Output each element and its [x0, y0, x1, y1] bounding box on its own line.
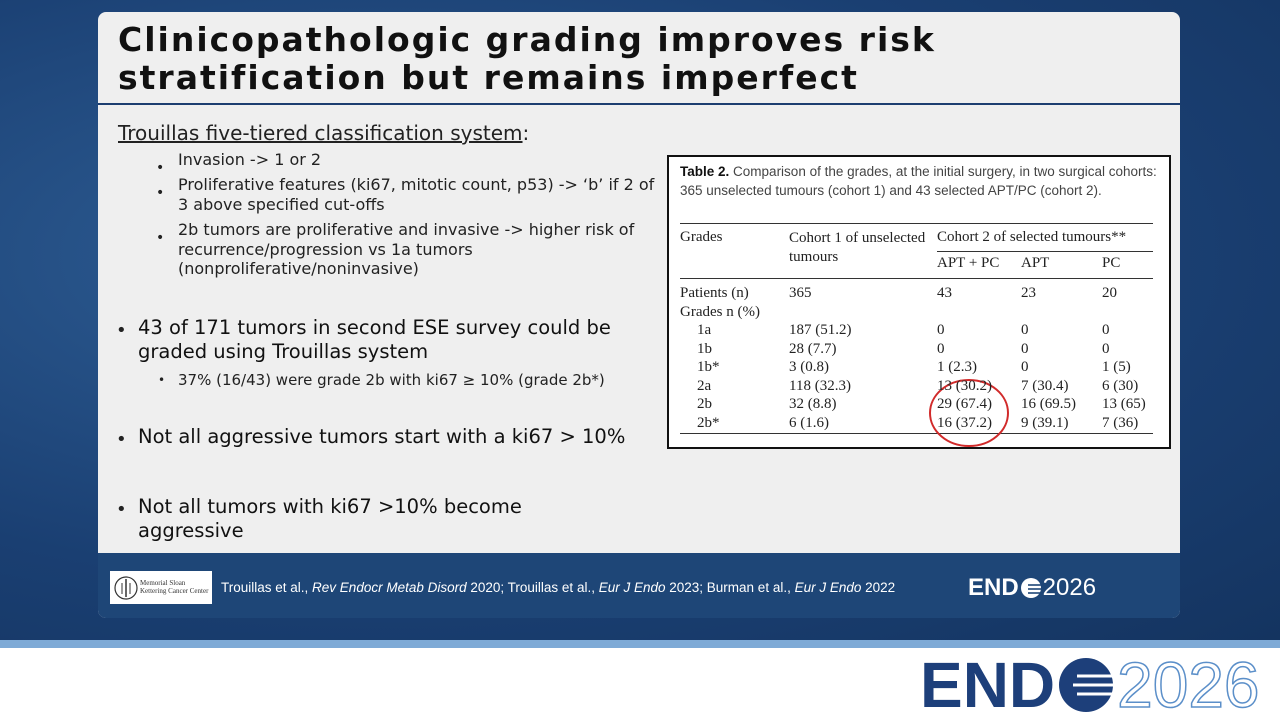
table-cell: 28 (7.7)	[789, 340, 837, 357]
bullet-dot: •	[158, 373, 166, 387]
highlight-circle	[929, 379, 1009, 447]
main-bullet: Not all aggressive tumors start with a k…	[138, 425, 626, 448]
table-cell: 3 (0.8)	[789, 359, 829, 375]
column-header: Grades	[680, 229, 723, 245]
table-cell: 9 (39.1)	[1021, 414, 1069, 431]
main-bullet: 43 of 171 tumors in second ESE survey co…	[138, 316, 611, 363]
table-cell: 365	[789, 285, 812, 301]
table-cell: 187 (51.2)	[789, 322, 852, 338]
table-cell: 0	[1021, 359, 1029, 375]
table-cell: 7 (30.4)	[1021, 377, 1069, 394]
table-cell: 20	[1102, 285, 1117, 301]
table-cell: 6 (1.6)	[789, 414, 829, 431]
bullet-dot: •	[116, 499, 127, 520]
table-caption: Table 2. Comparison of the grades, at th…	[680, 162, 1160, 200]
column-header: Cohort 1 of unselected tumours	[789, 230, 926, 265]
logo-mark	[114, 576, 138, 600]
bullet-dot: •	[116, 429, 127, 450]
table-cell: 16 (37.2)	[937, 414, 992, 431]
institution-logo: Memorial Sloan Kettering Cancer Center	[110, 571, 212, 604]
logo-o	[1059, 658, 1116, 712]
table-cell: 0	[1102, 322, 1110, 338]
sub-bullet: Invasion -> 1 or 2	[178, 150, 322, 169]
citation-part: 2022	[861, 580, 896, 595]
citation-part: Eur J Endo	[794, 580, 862, 595]
rule	[680, 223, 1153, 224]
bullet-dot: •	[156, 185, 165, 201]
citation-part: Eur J Endo	[598, 580, 666, 595]
table-cell: 29 (67.4)	[937, 396, 992, 412]
bullet-dot: •	[116, 320, 127, 341]
table-cell: 13 (65)	[1102, 396, 1146, 412]
citation-part: 2020; Trouillas et al.,	[466, 580, 599, 595]
event-logo-large: END 2026	[920, 648, 1260, 720]
caption-text: Comparison of the grades, at the initial…	[680, 164, 1157, 198]
table-label: Table 2.	[680, 164, 730, 179]
row-label: Patients (n)	[680, 285, 749, 301]
title-line: stratification but remains imperfect	[118, 58, 859, 97]
table-cell: 32 (8.8)	[789, 396, 837, 412]
logo-left: END	[968, 574, 1019, 601]
citation-part: Trouillas et al.,	[221, 580, 313, 595]
sub-header: APT + PC	[937, 255, 1000, 271]
highlight-ellipse	[929, 379, 1009, 447]
citation-part: 2023; Burman et al.,	[665, 580, 795, 595]
bullet-dot: •	[156, 160, 165, 176]
table-cell: 1 (5)	[1102, 359, 1131, 375]
logo-right: 2026	[1116, 648, 1260, 720]
table-cell: 1 (2.3)	[937, 359, 977, 375]
institution-name: Memorial Sloan Kettering Cancer Center	[140, 579, 209, 595]
table-cell: 118 (32.3)	[789, 377, 851, 394]
table-cell: 0	[1102, 340, 1110, 357]
citation: Trouillas et al., Rev Endocr Metab Disor…	[221, 580, 895, 595]
logo-o	[1020, 578, 1042, 598]
table-cell: 0	[1021, 340, 1029, 357]
section-heading: Trouillas five-tiered classification sys…	[118, 121, 529, 145]
heading-text: Trouillas five-tiered classification sys…	[118, 121, 523, 145]
table-cell: 13 (30.2)	[937, 377, 992, 394]
heading-punctuation: :	[522, 121, 530, 145]
logo-left: END	[920, 649, 1056, 720]
table-cell: 0	[937, 340, 945, 357]
event-logo: END 2026	[968, 574, 1096, 602]
table-cell: 23	[1021, 285, 1036, 301]
table-cell: 7 (36)	[1102, 414, 1139, 431]
divider-stripe	[0, 640, 1280, 648]
column-header: Cohort 2 of selected tumours**	[937, 229, 1127, 245]
sub-header: APT	[1021, 255, 1050, 271]
table-cell: 6 (30)	[1102, 377, 1139, 394]
table-figure: Table 2. Comparison of the grades, at th…	[667, 155, 1171, 449]
row-label: 1b*	[697, 359, 720, 375]
row-label: 2b*	[697, 414, 720, 431]
sub-bullet: 37% (16/43) were grade 2b with ki67 ≥ 10…	[178, 371, 605, 389]
bullet-dot: •	[156, 230, 165, 246]
table-cell: 43	[937, 285, 952, 301]
sub-bullet: 2b tumors are proliferative and invasive…	[178, 220, 635, 278]
rule	[937, 251, 1153, 252]
row-label: Grades n (%)	[680, 303, 760, 320]
main-bullet: Not all tumors with ki67 >10% become agg…	[138, 495, 522, 542]
rule	[680, 278, 1153, 279]
row-label: 2a	[697, 377, 712, 394]
footer-band	[98, 553, 1180, 618]
table-cell: 0	[937, 322, 945, 338]
row-label: 2b	[697, 396, 712, 412]
logo-right: 2026	[1042, 574, 1097, 601]
rule	[680, 433, 1153, 434]
row-label: 1a	[697, 322, 712, 338]
title-line: Clinicopathologic grading improves risk	[118, 20, 936, 59]
sub-header: PC	[1102, 255, 1121, 271]
row-label: 1b	[697, 340, 712, 357]
citation-part: Rev Endocr Metab Disord	[312, 580, 467, 595]
title-bar: Clinicopathologic grading improves risk …	[98, 12, 1180, 105]
table-cell: 16 (69.5)	[1021, 396, 1076, 412]
sub-bullet: Proliferative features (ki67, mitotic co…	[178, 175, 655, 214]
table-cell: 0	[1021, 322, 1029, 338]
